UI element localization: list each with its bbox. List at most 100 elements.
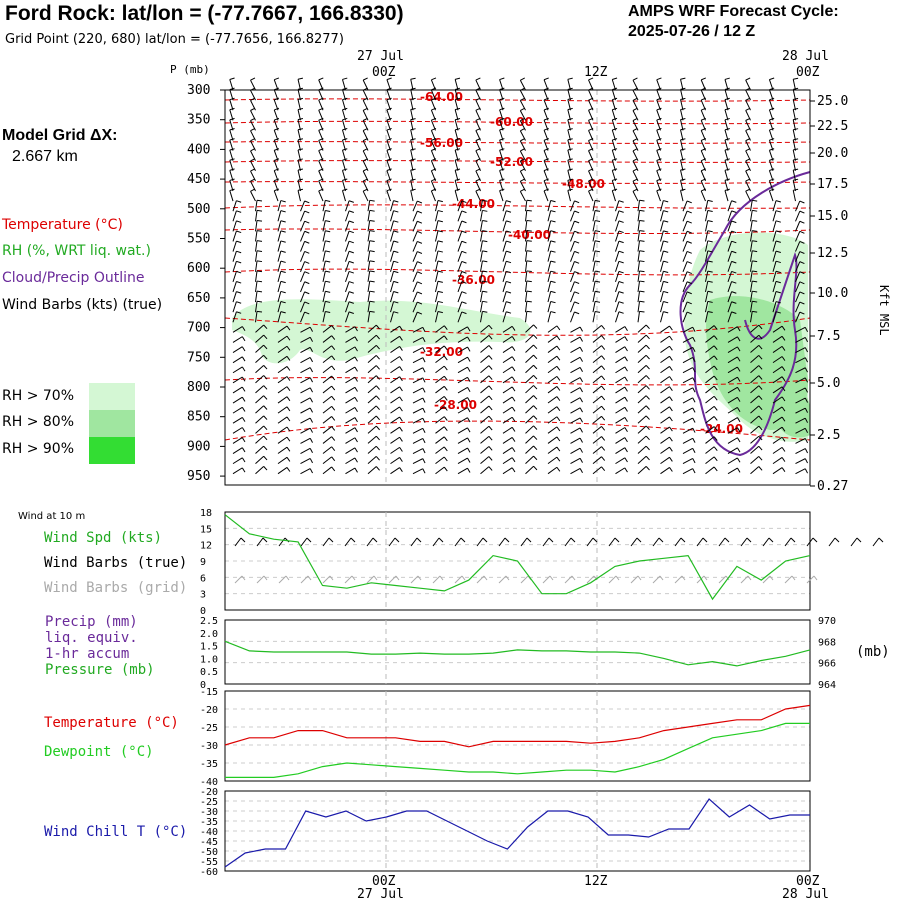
wind-barb-shaft xyxy=(727,457,738,465)
wind-barb-flag xyxy=(475,178,481,182)
wind-barb-shaft xyxy=(255,415,265,424)
wind-barb-flag xyxy=(526,280,532,283)
wind-barb-flag xyxy=(731,291,737,294)
wind-barb-flag xyxy=(793,77,799,80)
wind-barb-shaft xyxy=(637,301,641,313)
wind-barb-shaft xyxy=(727,210,733,222)
wind-barb-shaft xyxy=(255,445,265,454)
wind-barb-flag xyxy=(236,281,242,284)
wind-barb-flag xyxy=(417,311,423,315)
wind-barb-flag xyxy=(386,117,392,121)
wind-barb-true xyxy=(658,537,664,543)
wind-barb-flag xyxy=(579,336,583,342)
wind-barb-flag xyxy=(369,220,375,222)
wind-barb-shaft xyxy=(300,367,311,374)
wind-barb-shaft xyxy=(345,271,350,283)
wind-barb-flag xyxy=(574,311,580,315)
wind-barb-shaft xyxy=(525,220,528,232)
wind-barb-grid xyxy=(373,575,378,581)
wind-barb-shaft xyxy=(705,335,715,343)
wind-barb-flag xyxy=(656,127,662,131)
wind-barb-flag xyxy=(488,345,493,350)
wind-barb-shaft xyxy=(277,355,288,364)
wind-barb-shaft xyxy=(519,191,526,202)
wind-barb-flag xyxy=(574,301,580,305)
wind-barb-shaft xyxy=(680,180,684,192)
wind-barb-shaft xyxy=(502,240,507,252)
wind-barb-shaft xyxy=(750,385,760,394)
wind-barb-flag xyxy=(567,158,573,161)
wind-barb-shaft xyxy=(724,109,729,121)
wind-barb-flag xyxy=(354,387,358,392)
wind-barb-flag xyxy=(707,220,713,223)
wind-barb-shaft xyxy=(435,335,445,343)
wind-barb-flag xyxy=(256,240,263,242)
wind-barb-flag xyxy=(455,107,461,111)
wind-barb-flag xyxy=(775,270,781,274)
wind-barb-shaft xyxy=(367,334,377,343)
wind-barb-flag xyxy=(769,107,775,111)
wind-barb-flag xyxy=(263,445,268,451)
wind-barb-flag xyxy=(263,385,268,390)
wind-barb-shaft xyxy=(772,200,777,212)
wind-barb-shaft xyxy=(705,291,709,303)
precip-pressure-label: 1-hr accum xyxy=(45,646,129,662)
wind-barb-shaft xyxy=(410,170,414,181)
wind-barb-flag xyxy=(297,128,304,131)
wind-barb-flag xyxy=(417,210,423,214)
wind-barb-shaft xyxy=(525,354,534,364)
wind-barb-flag xyxy=(758,375,763,380)
wind-barb-shaft xyxy=(656,190,661,202)
wind-barb-shaft xyxy=(502,346,513,353)
wind-barb-flag xyxy=(437,220,443,223)
wind-barb-flag xyxy=(556,406,561,412)
wind-barb-shaft xyxy=(570,301,575,313)
wind-barb-flag xyxy=(533,445,538,451)
wind-barb-flag xyxy=(713,365,718,371)
wind-barb-flag xyxy=(556,325,561,331)
page-title: Ford Rock: lat/lon = (-77.7667, 166.8330… xyxy=(5,2,404,25)
wind-barb-shaft xyxy=(277,406,288,414)
wind-barb-flag xyxy=(804,387,809,393)
wind-barb-shaft xyxy=(386,190,391,202)
wind-barb-flag xyxy=(263,405,268,410)
wind-barb-shaft xyxy=(795,291,801,303)
wind-barb-flag xyxy=(680,77,686,80)
wind-barb-flag xyxy=(256,209,263,212)
wind-barb-flag xyxy=(758,425,763,431)
wind-barb-shaft xyxy=(232,301,237,313)
wind-barb-flag xyxy=(669,356,673,361)
wind-barb-flag xyxy=(624,326,628,332)
wind-barb-shaft xyxy=(772,356,783,364)
wind-barb-flag xyxy=(250,188,256,192)
wind-barb-flag xyxy=(701,117,706,121)
wind-barb-flag xyxy=(331,325,336,330)
wind-barb-shaft xyxy=(570,281,575,293)
wind-barb-flag xyxy=(417,200,423,204)
wind-barb-shaft xyxy=(277,271,282,282)
wind-barb-flag xyxy=(737,447,741,453)
wind-barb-shaft xyxy=(772,467,783,475)
wind-barb-flag xyxy=(595,300,601,303)
wind-barb-shaft xyxy=(345,311,350,323)
wind-barb-flag xyxy=(297,168,304,171)
wind-barb-shaft xyxy=(660,426,670,434)
wind-barb-flag xyxy=(686,220,692,224)
wind-barb-flag xyxy=(692,357,696,363)
wind-barb-flag xyxy=(431,127,437,131)
wind-barb-shaft xyxy=(525,230,528,242)
wind-barb-shaft xyxy=(727,200,733,212)
wind-barb-shaft xyxy=(480,345,490,353)
wind-barb-flag xyxy=(686,261,692,264)
wind-barb-shaft xyxy=(255,465,265,475)
wind-barb-flag xyxy=(574,200,580,204)
wind-barb-shaft xyxy=(277,291,282,303)
wind-barb-flag xyxy=(263,334,268,340)
wind-barb-grid xyxy=(329,575,334,581)
wind-barb-shaft xyxy=(300,326,311,333)
wind-barb-shaft xyxy=(547,210,552,222)
wind-barb-shaft xyxy=(255,240,258,252)
wind-barb-shaft xyxy=(547,345,558,353)
wind-barb-flag xyxy=(692,367,696,373)
wind-barb-shaft xyxy=(457,457,468,465)
